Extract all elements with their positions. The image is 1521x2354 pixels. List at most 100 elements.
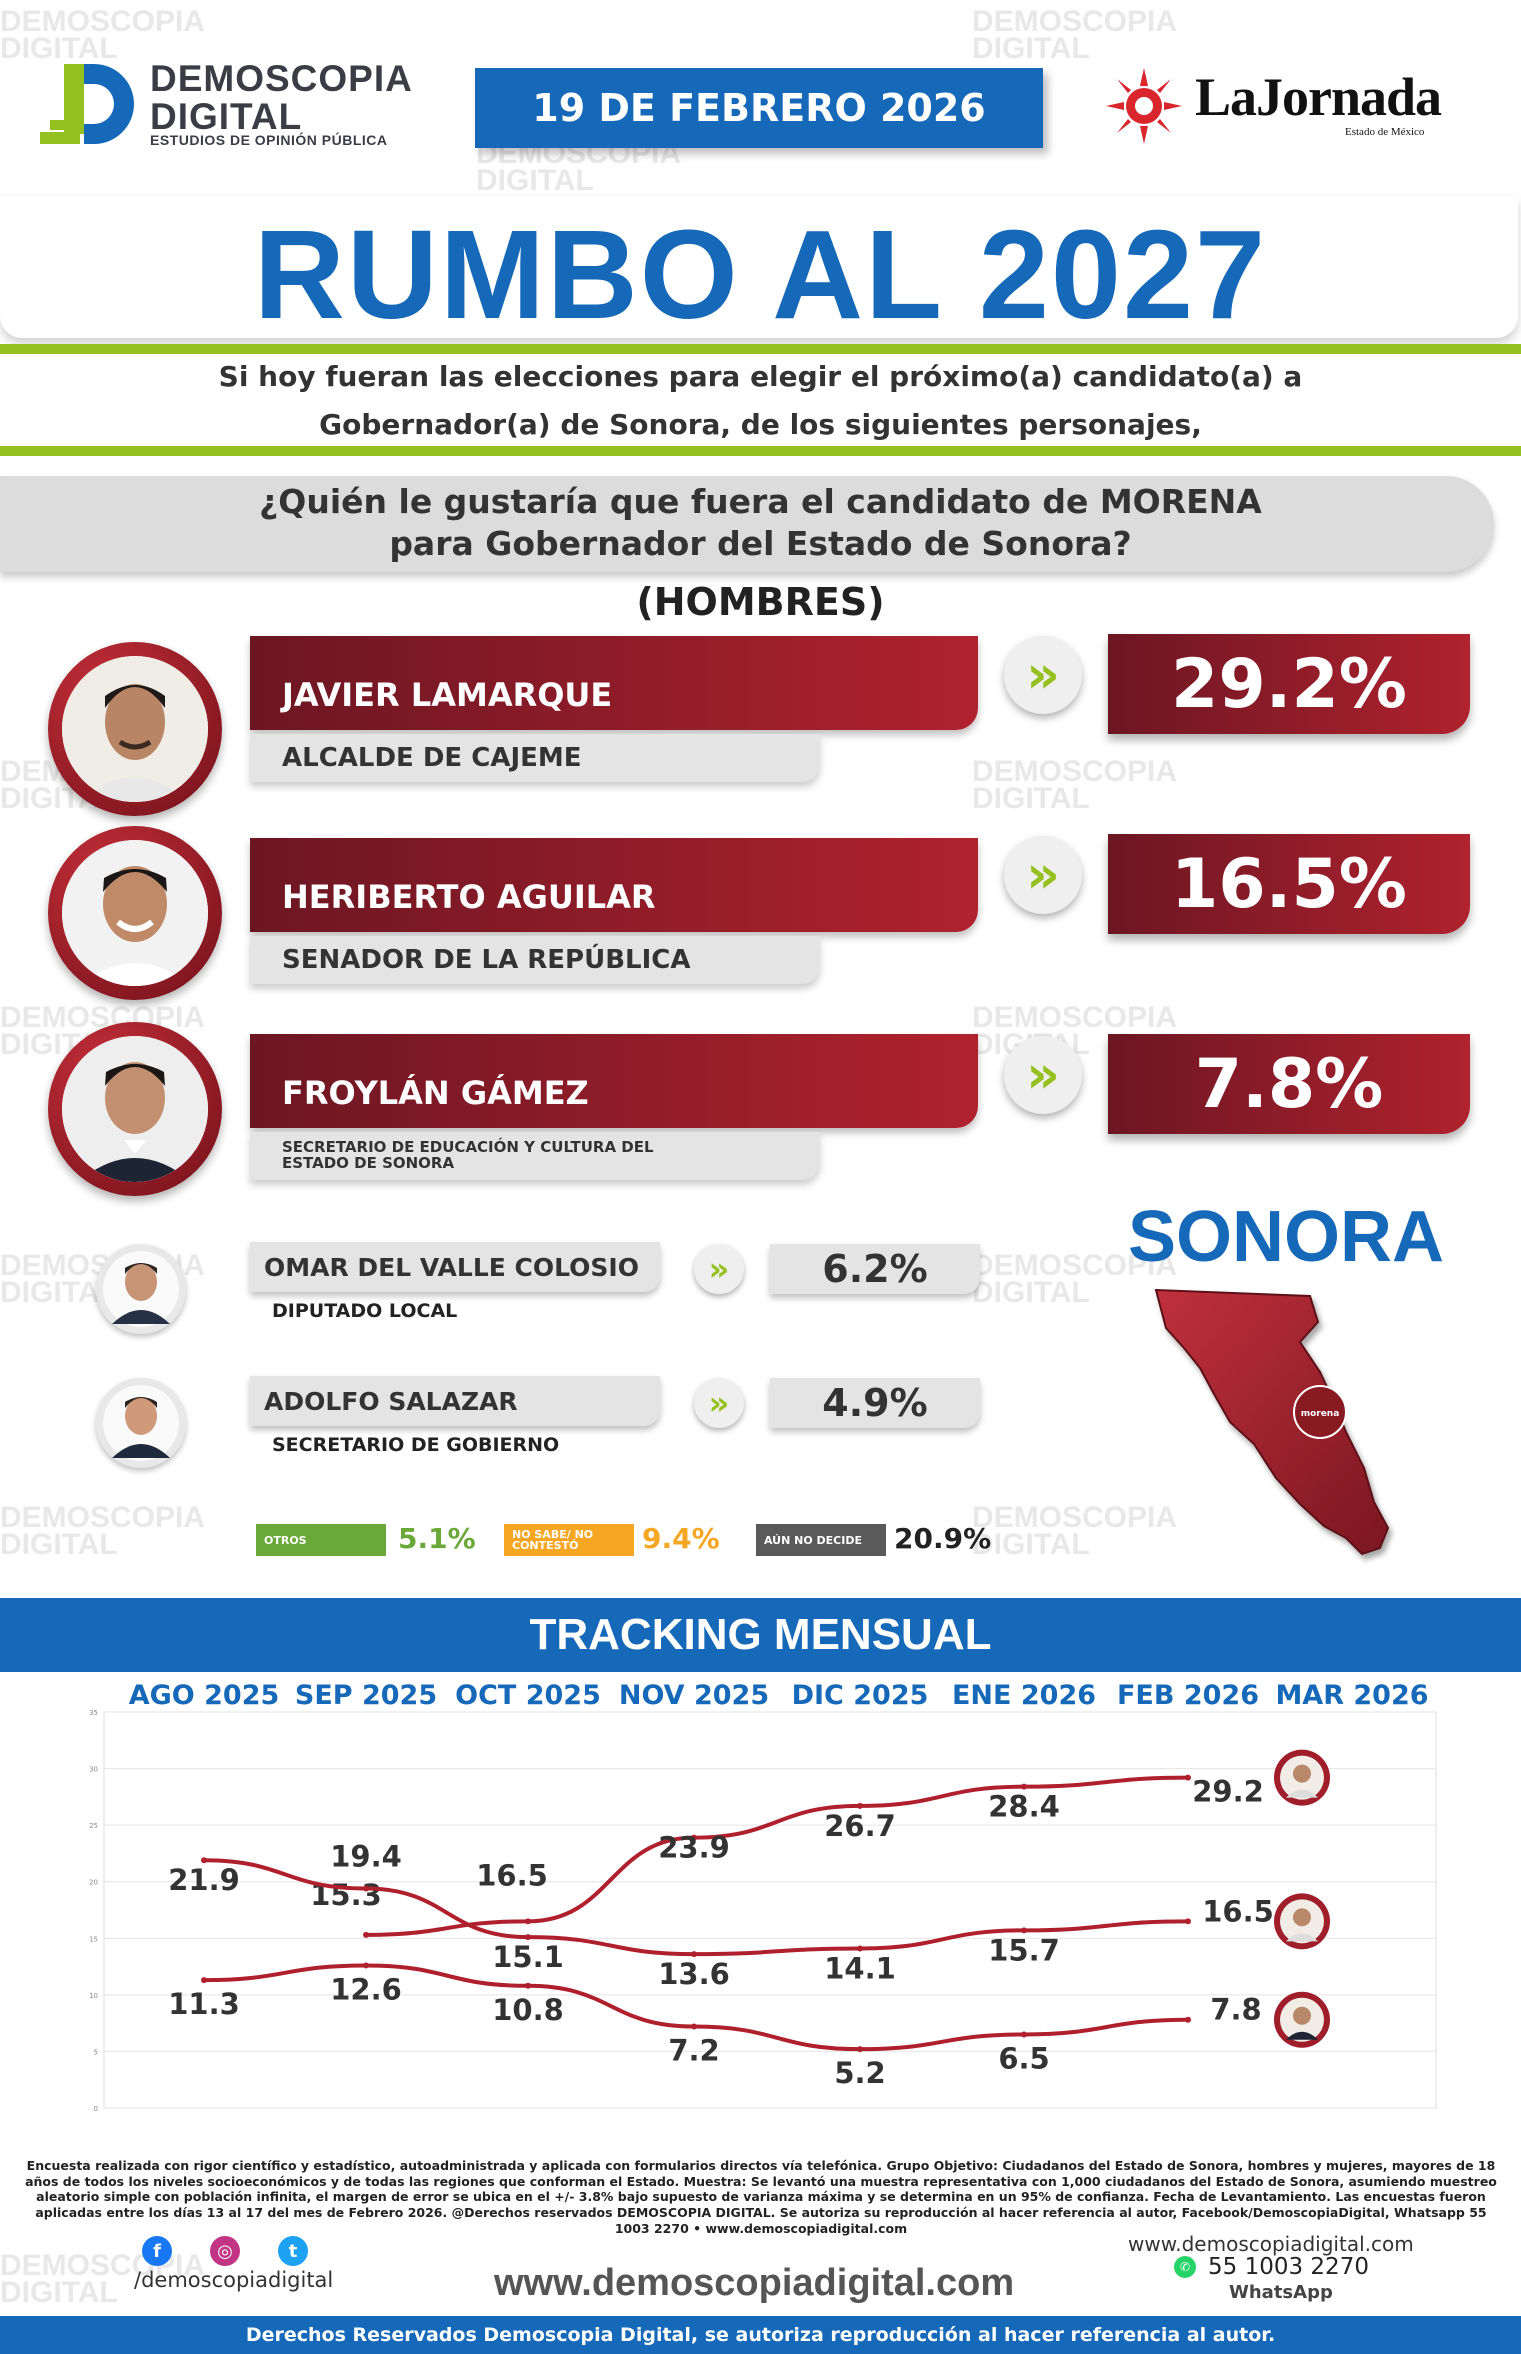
chevron-right-icon: » — [1004, 636, 1082, 714]
series-avatar-face — [1293, 1908, 1311, 1927]
data-label: 13.6 — [658, 1957, 730, 1991]
phone-number[interactable]: 55 1003 2270 — [1208, 2254, 1369, 2280]
x-tick-label: SEP 2025 — [295, 1680, 437, 1711]
divider — [0, 446, 1521, 456]
person-icon — [62, 656, 208, 802]
data-point — [857, 1945, 863, 1952]
data-label: 7.8 — [1210, 1993, 1261, 2027]
y-tick-label: 0 — [94, 2105, 98, 2113]
data-point — [1021, 1927, 1027, 1934]
data-label: 26.7 — [824, 1809, 896, 1843]
avatar — [48, 1022, 222, 1196]
data-label: 16.5 — [476, 1858, 548, 1892]
others-tag: OTROS — [256, 1524, 386, 1556]
methodology-note: Encuesta realizada con rigor científico … — [25, 2158, 1497, 2236]
avatar — [48, 642, 222, 816]
twitter-icon[interactable]: t — [278, 2236, 308, 2266]
candidate-name: OMAR DEL VALLE COLOSIO — [250, 1242, 660, 1292]
instagram-icon[interactable]: ◎ — [210, 2236, 240, 2266]
segment-label: (HOMBRES) — [636, 580, 885, 624]
y-tick-label: 20 — [89, 1879, 98, 1887]
page-title: RUMBO AL 2027 — [253, 204, 1268, 345]
x-tick-label: FEB 2026 — [1117, 1680, 1259, 1711]
person-icon — [62, 840, 208, 986]
series-avatar-face — [1293, 2006, 1311, 2025]
data-label: 29.2 — [1192, 1775, 1264, 1809]
data-label: 6.5 — [998, 2041, 1049, 2075]
data-point — [1021, 2031, 1027, 2038]
y-tick-label: 10 — [89, 1992, 98, 2000]
series-line — [365, 1775, 1189, 1937]
y-tick-label: 25 — [89, 1822, 98, 1830]
data-point — [691, 2023, 697, 2030]
candidate-percent: 29.2% — [1108, 634, 1470, 734]
y-tick-label: 30 — [89, 1766, 98, 1774]
social-handle[interactable]: /demoscopiadigital — [134, 2268, 334, 2292]
candidate-name: HERIBERTO AGUILAR — [250, 838, 978, 932]
data-label: 19.4 — [330, 1840, 402, 1874]
facebook-icon[interactable]: f — [142, 2236, 172, 2266]
avatar — [96, 1244, 186, 1334]
undecided-tag: AÚN NO DECIDE — [756, 1524, 886, 1556]
data-point — [857, 1802, 863, 1809]
candidate-role: ALCALDE DE CAJEME — [250, 734, 820, 782]
candidate-percent: 6.2% — [770, 1244, 980, 1294]
candidate-percent: 4.9% — [770, 1378, 980, 1428]
chevron-right-icon: » — [694, 1244, 744, 1294]
candidate-role: SENADOR DE LA REPÚBLICA — [250, 936, 820, 984]
data-label: 11.3 — [168, 1987, 240, 2021]
candidate-role: DIPUTADO LOCAL — [272, 1300, 458, 1322]
candidate-name: JAVIER LAMARQUE — [250, 636, 978, 730]
data-label: 23.9 — [658, 1831, 730, 1865]
data-point — [691, 1951, 697, 1958]
candidate-name: ADOLFO SALAZAR — [250, 1376, 660, 1426]
website-link[interactable]: www.demoscopiadigital.com — [494, 2262, 1015, 2304]
question-card — [0, 476, 1494, 572]
data-point — [363, 1962, 369, 1969]
whatsapp-icon[interactable]: ✆ — [1174, 2256, 1196, 2278]
date-banner: 19 DE FEBRERO 2026 — [475, 68, 1043, 148]
series-avatar-body — [1286, 1933, 1318, 1942]
website-link-small[interactable]: www.demoscopiadigital.com — [1128, 2232, 1414, 2256]
x-tick-label: AGO 2025 — [129, 1680, 280, 1711]
person-icon — [103, 1385, 179, 1461]
morena-badge: morena — [1301, 1409, 1340, 1419]
data-point — [363, 1885, 369, 1892]
series-avatar-body — [1286, 1789, 1318, 1798]
person-icon — [62, 1036, 208, 1182]
x-tick-label: OCT 2025 — [455, 1680, 601, 1711]
undecided-value: 20.9% — [894, 1522, 992, 1555]
demoscopia-logo-icon — [40, 64, 134, 144]
chevron-right-icon: » — [694, 1378, 744, 1428]
question-text: para Gobernador del Estado de Sonora? — [389, 524, 1132, 563]
data-point — [525, 1982, 531, 1989]
data-point — [1185, 2016, 1191, 2023]
brand-name: DEMOSCOPIA — [150, 58, 413, 99]
data-point — [201, 1977, 207, 1984]
data-point — [1021, 1783, 1027, 1790]
candidate-name: FROYLÁN GÁMEZ — [250, 1034, 978, 1128]
data-label: 10.8 — [492, 1993, 564, 2027]
series-avatar-face — [1293, 1764, 1311, 1783]
x-tick-label: MAR 2026 — [1275, 1680, 1428, 1711]
y-tick-label: 15 — [89, 1935, 98, 1943]
avatar — [48, 826, 222, 1000]
data-point — [363, 1931, 369, 1938]
data-point — [691, 1834, 697, 1841]
candidate-percent: 16.5% — [1108, 834, 1470, 934]
brand-tagline: ESTUDIOS DE OPINIÓN PÚBLICA — [150, 132, 388, 148]
data-point — [1185, 1918, 1191, 1925]
data-label: 7.2 — [668, 2034, 719, 2068]
intro-text: Si hoy fueran las elecciones para elegir… — [218, 360, 1303, 393]
series-avatar-body — [1286, 2031, 1318, 2040]
chevron-right-icon: » — [1004, 836, 1082, 914]
data-label: 12.6 — [330, 1972, 402, 2006]
person-icon — [103, 1251, 179, 1327]
divider — [0, 344, 1521, 354]
tracking-line-chart: 0 5 10 15 20 25 30 35 AGO 2025 SEP 2025 OCT 2025 NO… — [89, 1680, 1437, 2113]
data-point — [201, 1857, 207, 1864]
